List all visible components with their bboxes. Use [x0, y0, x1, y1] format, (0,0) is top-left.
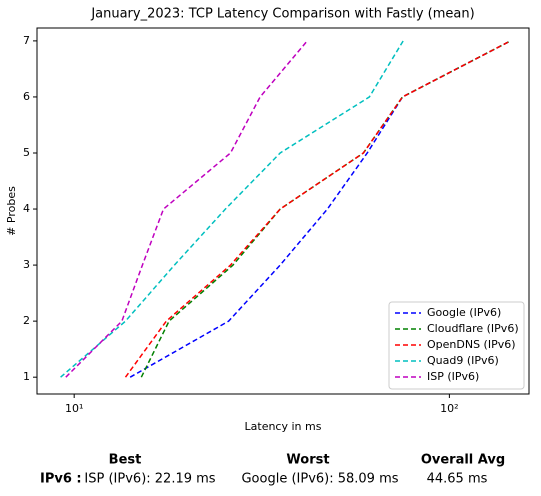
legend-label: Google (IPv6) — [427, 306, 501, 319]
y-tick-label: 1 — [23, 370, 30, 383]
x-tick-label: 10² — [440, 402, 458, 415]
line — [129, 40, 511, 378]
plot-area — [36, 27, 530, 395]
header: Overall Avg — [421, 453, 505, 468]
legend-label: Cloudflare (IPv6) — [427, 322, 519, 335]
line — [140, 40, 511, 378]
legend-label: ISP (IPv6) — [427, 370, 479, 383]
line — [65, 40, 308, 378]
header: Best — [109, 453, 142, 468]
average: 44.65 ms — [427, 472, 488, 487]
line — [60, 40, 404, 378]
legend-label: Quad9 (IPv6) — [427, 354, 499, 367]
y-tick-label: 3 — [23, 258, 30, 271]
legend-box — [388, 301, 525, 390]
y-tick-label: 6 — [23, 90, 30, 103]
y-tick-label: 5 — [23, 146, 30, 159]
header: Worst — [286, 453, 329, 468]
y-axis-label: # Probes — [5, 186, 18, 236]
y-tick-label: 4 — [23, 202, 30, 215]
legend-label: OpenDNS (IPv6) — [427, 338, 516, 351]
y-tick-label: 2 — [23, 314, 30, 327]
x-axis-label: Latency in ms — [245, 420, 322, 433]
best: ISP (IPv6): 22.19 ms — [84, 472, 215, 487]
worst: Google (IPv6): 58.09 ms — [241, 472, 398, 487]
x-tick-label: 10¹ — [65, 402, 83, 415]
row-label: IPv6 : — [40, 472, 82, 487]
chart-title: January_2023: TCP Latency Comparison wit… — [90, 7, 474, 22]
y-tick-label: 7 — [23, 34, 30, 47]
